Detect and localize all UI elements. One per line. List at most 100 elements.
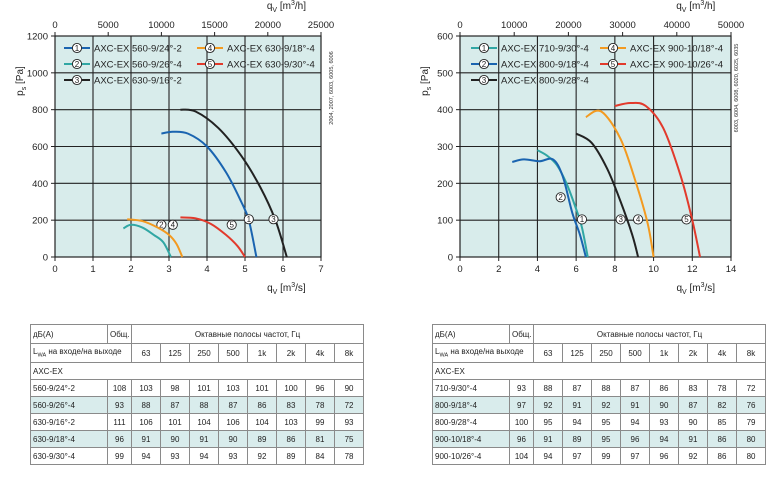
band-value-cell: 87 — [562, 379, 592, 397]
model-cell: 560-9/24°-2 — [30, 379, 108, 397]
legend-marker-label: 4 — [611, 44, 616, 53]
band-value-cell: 91 — [562, 396, 592, 414]
band-value-cell: 103 — [276, 413, 306, 431]
x-tick-label: 0 — [52, 264, 57, 275]
x-tick-label: 10 — [648, 264, 659, 275]
band-value-cell: 94 — [620, 413, 650, 431]
x2-axis-label: qV [m3/h] — [267, 0, 306, 14]
band-value-cell: 91 — [678, 430, 708, 448]
model-cell: 630-9/30°-4 — [30, 447, 108, 465]
band-value-cell: 86 — [276, 430, 306, 448]
band-header: 8k — [333, 343, 365, 363]
total-cell: 99 — [107, 447, 132, 465]
series-marker-label: 2 — [558, 193, 563, 202]
band-value-cell: 72 — [735, 379, 767, 397]
band-value-cell: 81 — [305, 430, 335, 448]
band-value-cell: 87 — [218, 396, 248, 414]
legend-marker-label: 2 — [75, 60, 80, 69]
band-value-cell: 88 — [591, 379, 621, 397]
series-marker-label: 4 — [636, 215, 641, 224]
band-value-cell: 99 — [305, 413, 335, 431]
x-tick-label: 6 — [573, 264, 578, 275]
series-line-5 — [614, 101, 702, 258]
band-header: 63 — [131, 343, 161, 363]
band-value-cell: 95 — [591, 430, 621, 448]
band-value-cell: 96 — [620, 430, 650, 448]
legend-marker — [478, 42, 490, 54]
series-marker-label: 4 — [171, 221, 176, 230]
band-value-cell: 90 — [160, 430, 190, 448]
band-value-cell: 101 — [160, 413, 190, 431]
legend-marker-label: 5 — [208, 60, 213, 69]
noise-table-1: дБ(А) Общ. Октавные полосы частот, Гц LW… — [29, 324, 365, 465]
band-value-cell: 96 — [649, 447, 679, 465]
series-marker-label: 1 — [247, 215, 252, 224]
x-tick-label: 5 — [242, 264, 247, 275]
band-header: 125 — [160, 343, 190, 363]
legend-label: AXC-EX 560-9/24°-2 — [94, 44, 182, 55]
total-cell: 104 — [509, 447, 534, 465]
band-value-cell: 91 — [620, 396, 650, 414]
fan-curve-charts: 0 1 2 3 4 5 6 70 5000 10000 15000 20000 250000200400… — [15, 0, 744, 296]
y-axis-label: ps [Pa] — [420, 66, 433, 96]
x2-axis-label: qV [m3/h] — [676, 0, 715, 14]
x2-tick-label: 10000 — [148, 20, 174, 31]
band-value-cell: 89 — [276, 447, 306, 465]
legend-marker — [607, 58, 619, 70]
band-value-cell: 79 — [735, 413, 767, 431]
series-line-5 — [180, 216, 246, 258]
total-cell: 93 — [107, 396, 132, 414]
legend-label: AXC-EX 630-9/30°-4 — [227, 60, 315, 71]
table-row: 560-9/24°-2 108 103 98 101 103 101 100 96 90 — [30, 379, 365, 397]
band-value-cell: 100 — [276, 379, 306, 397]
series-marker-1 — [243, 214, 254, 225]
band-value-cell: 86 — [247, 396, 277, 414]
band-value-cell: 91 — [189, 430, 219, 448]
legend-label: AXC-EX 800-9/18°-4 — [501, 60, 589, 71]
series-marker-4 — [633, 214, 644, 225]
band-value-cell: 103 — [218, 379, 248, 397]
total-cell: 108 — [107, 379, 132, 397]
series-line-3 — [575, 132, 640, 258]
chart-2: 0 2 4 6 8 10 12 140 10000 20000 30000 40000 50000010… — [420, 0, 744, 296]
band-value-cell: 104 — [247, 413, 277, 431]
band-value-cell: 87 — [160, 396, 190, 414]
band-value-cell: 93 — [218, 447, 248, 465]
band-header: 500 — [218, 343, 248, 363]
band-value-cell: 94 — [189, 447, 219, 465]
x-tick-label: 12 — [687, 264, 698, 275]
legend-marker-label: 5 — [611, 60, 616, 69]
series-marker-5 — [226, 219, 237, 230]
group-label: AXC-EX — [431, 362, 767, 380]
legend-marker — [71, 58, 83, 70]
series-line-4 — [127, 218, 184, 258]
band-value-cell: 86 — [707, 447, 737, 465]
legend-marker-label: 2 — [482, 60, 487, 69]
series-marker-label: 1 — [580, 215, 585, 224]
band-value-cell: 92 — [678, 447, 708, 465]
band-value-cell: 89 — [247, 430, 277, 448]
series-marker-3 — [615, 214, 626, 225]
table-row: 630-9/30°-4 99 94 93 94 93 92 89 84 78 — [30, 447, 365, 465]
table-row: 630-9/18°-4 96 91 90 91 90 89 86 81 75 — [30, 430, 365, 448]
y-tick-label: 300 — [437, 142, 453, 153]
total-cell: 93 — [509, 379, 534, 397]
total-cell: 111 — [107, 413, 132, 431]
series-marker-label: 5 — [684, 215, 689, 224]
band-value-cell: 83 — [678, 379, 708, 397]
band-value-cell: 90 — [218, 430, 248, 448]
legend-marker — [478, 74, 490, 86]
x2-tick-label: 25000 — [308, 20, 334, 31]
band-header: 125 — [562, 343, 592, 363]
y-tick-label: 0 — [448, 253, 453, 264]
x2-tick-label: 40000 — [664, 20, 690, 31]
y-tick-label: 1000 — [27, 68, 48, 79]
x-tick-label: 4 — [204, 264, 209, 275]
band-header: 4k — [707, 343, 737, 363]
band-value-cell: 88 — [533, 379, 563, 397]
legend-marker — [204, 42, 216, 54]
legend-marker — [478, 58, 490, 70]
band-value-cell: 104 — [189, 413, 219, 431]
table-row: 800-9/18°-4 97 92 91 92 91 90 87 82 76 — [432, 396, 767, 414]
side-note: 6003, 6004, 6008, 6020, 6025, 6035 — [734, 44, 740, 133]
